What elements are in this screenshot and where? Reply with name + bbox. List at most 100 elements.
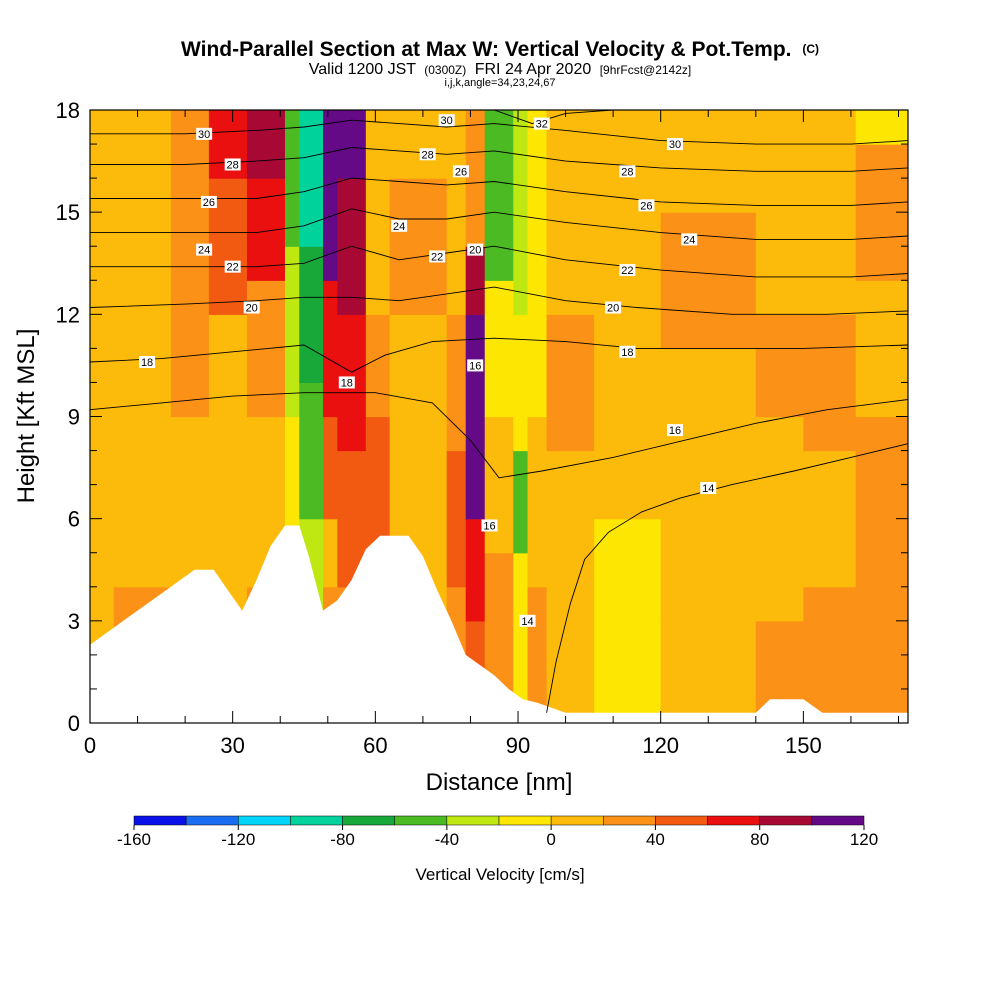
contour-label-bg [338,376,355,389]
contour-label: 24 [393,221,405,233]
velocity-cell [755,110,804,315]
velocity-cell [513,314,529,452]
velocity-cell [527,246,548,418]
velocity-cell [513,110,529,315]
velocity-cell [660,348,757,486]
subtitle-date: FRI 24 Apr 2020 [475,61,592,78]
contour-label-bg [481,519,498,532]
contour-label-bg [200,195,217,208]
velocity-cell [284,110,300,247]
colorbar-swatch [498,815,552,826]
velocity-cell [546,314,595,452]
velocity-cell [484,280,514,418]
velocity-cell [465,518,486,622]
velocity-cell [323,280,338,418]
y-tick-label: 3 [68,609,80,634]
title-mark: (C) [802,42,819,56]
contour-label: 30 [198,129,210,141]
contour-label: 26 [203,197,215,209]
contour-label-bg [419,148,436,161]
velocity-cell [113,314,172,588]
theta-contour-20 [90,286,908,315]
velocity-cell [855,280,908,418]
y-tick-label: 6 [68,507,80,532]
contour-label: 28 [227,159,239,171]
velocity-cell [484,416,514,554]
contour-label-bg [619,345,636,358]
subtitle-forecast: [9hrFcst@2142z] [600,63,692,77]
velocity-cell [546,450,595,622]
terrain-fill [90,525,908,723]
y-tick-label: 15 [56,200,80,225]
velocity-cell [484,110,514,281]
colorbar-tick-label: 80 [750,830,769,849]
velocity-cell [594,110,662,384]
colorbar-swatch [238,815,291,826]
colorbar-tick-label: -120 [221,830,255,849]
contour-label-bg [666,138,683,151]
velocity-cell [113,110,172,315]
contour-label: 20 [607,303,619,315]
velocity-cell [594,382,662,520]
chart-subtitle-indices: i,j,k,angle=34,23,24,67 [444,77,555,89]
colorbar-tick-label: 120 [850,830,878,849]
contour-label: 22 [621,265,633,277]
theta-contour-labels: 30 28 26 24 22 20 18 18 30 28 26 24 22 20 16 16 14 32 30 28… [139,114,717,628]
colorbar-tick-label: -160 [117,830,151,849]
contour-label: 14 [702,483,714,495]
contour-label: 16 [669,425,681,437]
velocity-cell [465,416,486,520]
contour-label: 18 [141,357,153,369]
contour-label-bg [638,199,655,212]
velocity-cell [90,110,115,554]
velocity-cell [323,518,338,588]
theta-contour-28 [90,147,908,172]
axes: 0 30 60 90 120 150 0 3 6 9 12 15 18 [56,98,908,758]
x-tick-label: 90 [506,733,530,758]
contour-label: 16 [469,360,481,372]
velocity-cell [284,246,300,418]
x-tick-label: 150 [785,733,822,758]
colorbar-swatch [342,815,395,826]
velocity-cell [465,246,486,315]
velocity-cell [446,450,467,588]
velocity-cell [594,654,662,723]
velocity-cell [284,416,300,554]
contour-label-bg [196,243,213,256]
colorbar-tick-label: 40 [646,830,665,849]
theta-contour-22 [90,245,908,278]
contour-label: 20 [246,303,258,315]
contour-label: 24 [198,245,210,257]
velocity-cell [594,518,662,656]
velocity-cell [465,110,486,247]
x-axis-label: Distance [nm] [426,769,573,796]
velocity-cell [389,178,448,315]
x-tick-label: 120 [642,733,679,758]
y-tick-label: 0 [68,711,80,736]
velocity-cell [170,280,210,418]
contour-label: 30 [669,139,681,151]
velocity-cell [299,382,324,520]
contour-label-bg [196,127,213,140]
velocity-cell [855,110,908,145]
velocity-cell [246,110,286,179]
y-tick-label: 18 [56,98,80,123]
subtitle-utc: (0300Z) [424,63,466,77]
velocity-cell [446,314,467,452]
colorbar-swatch [550,815,604,826]
colorbar-swatch [185,815,239,826]
contour-label-bg [224,158,241,171]
contour-label: 20 [469,245,481,257]
contour-label-bg [467,243,484,256]
contour-label: 32 [536,119,548,131]
velocity-cell [299,110,324,247]
theta-contour-24 [90,208,908,240]
velocity-cell [323,416,338,520]
contour-label-bg [700,482,717,495]
colorbar: -160 -120 -80 -40 0 40 80 120 [117,815,878,849]
velocity-cell [803,178,857,315]
contour-label-bg [467,359,484,372]
colorbar-swatch [133,815,187,826]
contour-label-bg [666,424,683,437]
